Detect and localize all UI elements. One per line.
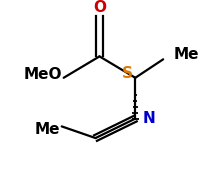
- Text: S: S: [122, 66, 133, 81]
- Text: N: N: [142, 111, 155, 126]
- Text: Me: Me: [35, 122, 60, 137]
- Text: Me: Me: [173, 47, 199, 62]
- Text: MeO: MeO: [23, 67, 62, 82]
- Text: O: O: [93, 0, 106, 15]
